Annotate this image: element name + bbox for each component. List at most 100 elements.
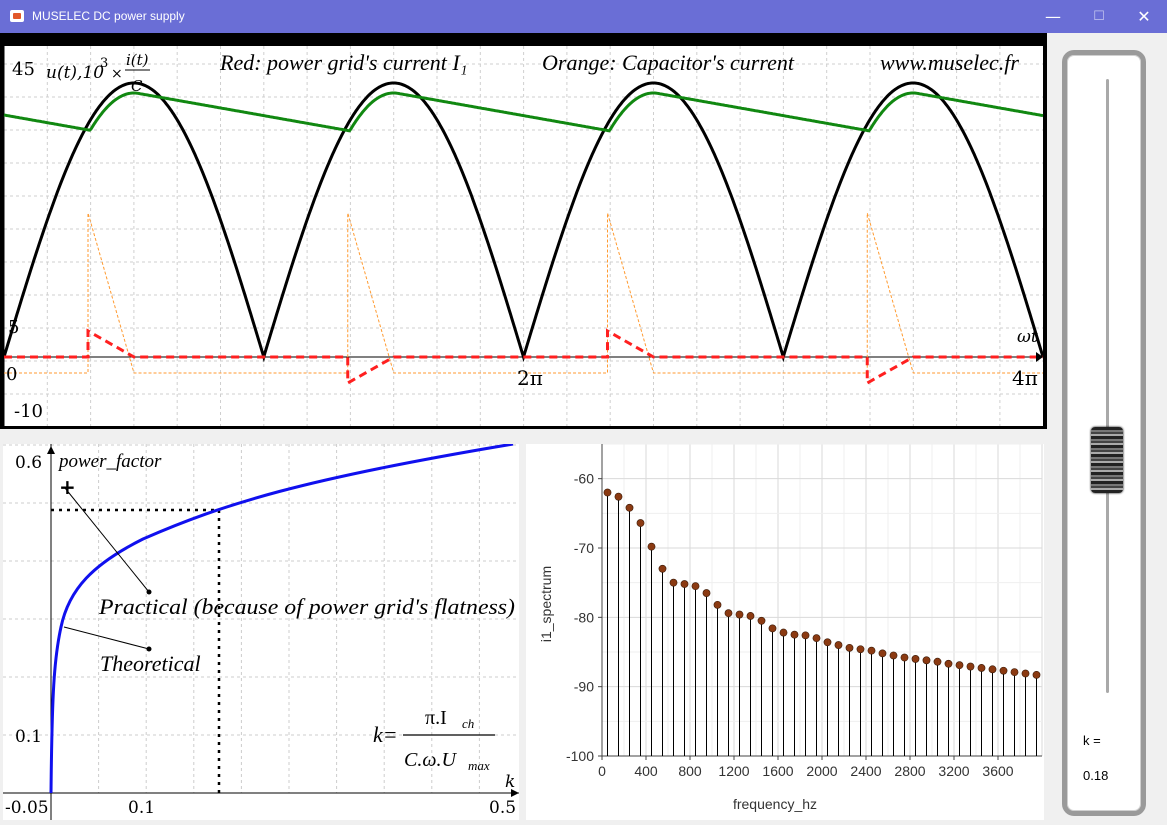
spectrum-x-axis-label: frequency_hz (733, 796, 817, 812)
spectrum-point[interactable] (779, 628, 788, 637)
pf-y-tick-top: 0.6 (15, 453, 42, 473)
formula-lhs: k= (373, 722, 398, 747)
spectrum-point[interactable] (603, 488, 612, 497)
output-voltage-curve (3, 91, 1044, 133)
spectrum-point[interactable] (625, 503, 634, 512)
spectrum-point[interactable] (801, 631, 810, 640)
spectrum-point[interactable] (878, 649, 887, 658)
y-tick-top: 45 (12, 59, 35, 80)
power-factor-panel: + 0.6 0.1 -0.05 0.1 0.5 k power_factor P… (3, 444, 519, 820)
spectrum-point[interactable] (911, 655, 920, 663)
spectrum-point[interactable] (944, 659, 953, 668)
spectrum-point[interactable] (746, 612, 755, 620)
slider-value: 0.18 (1083, 768, 1109, 783)
spectrum-point[interactable] (647, 542, 656, 551)
spectrum-x-tick: 3200 (938, 763, 969, 779)
spectrum-x-tick: 400 (634, 763, 658, 779)
slider-thumb[interactable] (1091, 426, 1123, 493)
spectrum-point[interactable] (790, 630, 799, 639)
spectrum-x-tick: 0 (598, 763, 606, 779)
y-tick-mid: 5 (8, 317, 19, 338)
spectrum-point[interactable] (900, 653, 909, 662)
spectrum-point[interactable] (933, 657, 942, 666)
y-label-u: u(t),10 (46, 63, 104, 83)
pf-y-tick-bottom: 0.1 (15, 727, 42, 747)
spectrum-panel: -60 -70 -80 -90 -100 0 400 800 1200 1600 2000 2400 2… (526, 444, 1044, 820)
spectrum-point[interactable] (768, 624, 777, 633)
spectrum-x-tick: 1200 (718, 763, 749, 779)
app-icon (10, 10, 24, 22)
spectrum-point[interactable] (658, 564, 667, 573)
window-title: MUSELEC DC power supply (32, 9, 185, 23)
k-slider-panel: k = 0.18 (1062, 50, 1146, 816)
spectrum-point[interactable] (702, 589, 711, 597)
slider-track[interactable] (1106, 79, 1109, 693)
grid-current-curve (4, 328, 1043, 386)
spectrum-point[interactable] (735, 610, 744, 619)
practical-marker: + (59, 475, 76, 499)
pf-x-axis-label: k (505, 772, 515, 792)
spectrum-point[interactable] (1010, 668, 1019, 677)
spectrum-x-tick: 3600 (982, 763, 1013, 779)
spectrum-point[interactable] (636, 519, 645, 527)
spectrum-point[interactable] (977, 664, 986, 672)
spectrum-y-tick: -60 (574, 471, 594, 487)
spectrum-point[interactable] (1021, 669, 1030, 678)
spectrum-point[interactable] (922, 656, 931, 665)
spectrum-point[interactable] (614, 492, 623, 501)
x-axis-label: ωt (1017, 327, 1038, 347)
formula-denominator-sub: max (468, 758, 490, 773)
pf-x-tick-mid: 0.1 (128, 798, 155, 818)
spectrum-y-tick: -80 (574, 609, 594, 625)
spectrum-point[interactable] (713, 600, 722, 609)
spectrum-x-tick: 2400 (850, 763, 881, 779)
spectrum-point[interactable] (669, 578, 678, 587)
caption-orange: Orange: Capacitor's current (542, 50, 795, 75)
spectrum-x-tick: 2000 (806, 763, 837, 779)
waveform-graph[interactable]: 45 5 -10 0 2π 4π ωt u(t),10 3 × i(t) C R… (0, 33, 1047, 429)
spectrum-point[interactable] (889, 651, 898, 660)
pf-x-arrow (511, 789, 519, 797)
spectrum-point[interactable] (845, 643, 854, 652)
y-label-exponent: 3 (100, 56, 108, 71)
x-axis-arrow (1036, 352, 1043, 362)
spectrum-point[interactable] (757, 616, 766, 625)
maximize-button[interactable]: ☐ (1093, 9, 1105, 24)
slider-label: k = (1083, 733, 1101, 748)
spectrum-point[interactable] (867, 646, 876, 655)
y-tick-bottom: -10 (14, 401, 43, 422)
spectrum-point[interactable] (955, 661, 964, 670)
practical-pointer (64, 487, 150, 593)
pf-curve (49, 444, 514, 794)
close-button[interactable]: ✕ (1137, 7, 1151, 26)
spectrum-y-axis-label: i1_spectrum (538, 566, 554, 642)
formula-numerator: π.I (425, 707, 447, 729)
spectrum-point[interactable] (680, 580, 689, 588)
y-label-denominator: C (131, 77, 143, 95)
spectrum-point[interactable] (812, 634, 821, 643)
spectrum-point[interactable] (1032, 670, 1041, 679)
spectrum-y-tick: -70 (574, 540, 594, 556)
pf-y-arrow (47, 446, 55, 454)
theoretical-label: Theoretical (100, 651, 201, 676)
title-bar: MUSELEC DC power supply — ☐ ✕ (0, 0, 1167, 33)
spectrum-point[interactable] (988, 665, 997, 674)
spectrum-y-tick: -100 (566, 748, 594, 764)
spectrum-point[interactable] (691, 582, 700, 591)
spectrum-point[interactable] (724, 609, 733, 618)
caption-red: Red: power grid's current I₁ (219, 50, 467, 75)
waveform-panel: 45 5 -10 0 2π 4π ωt u(t),10 3 × i(t) C R… (0, 33, 1047, 429)
spectrum-point[interactable] (999, 666, 1008, 675)
spectrum-point[interactable] (856, 645, 865, 654)
power-factor-graph[interactable]: + 0.6 0.1 -0.05 0.1 0.5 k power_factor P… (3, 444, 519, 820)
x-tick-0: 0 (6, 364, 17, 385)
spectrum-y-tick: -90 (574, 679, 594, 695)
minimize-button[interactable]: — (1045, 7, 1061, 26)
pf-x-tick-left: -0.05 (5, 798, 49, 818)
spectrum-point[interactable] (823, 638, 832, 647)
spectrum-point[interactable] (834, 641, 843, 649)
formula-denominator: C.ω.U (404, 749, 457, 771)
formula-numerator-sub: ch (462, 716, 474, 731)
spectrum-point[interactable] (966, 662, 975, 671)
